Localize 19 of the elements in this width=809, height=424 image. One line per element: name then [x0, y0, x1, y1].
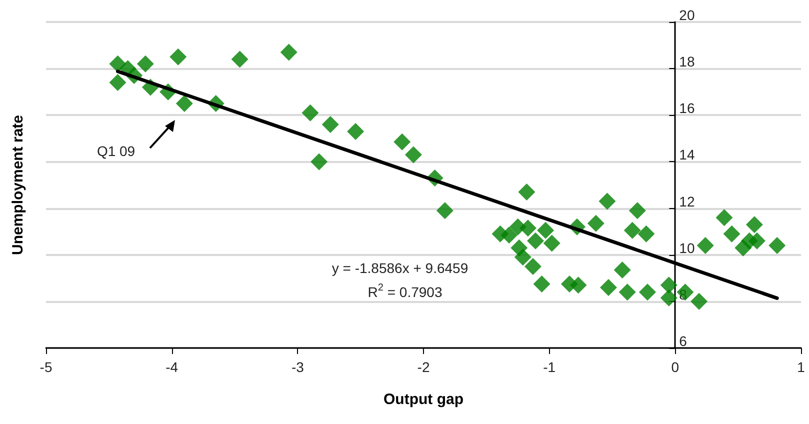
x-tick-label: 1 [797, 359, 806, 375]
annotation: y = -1.8586x + 9.6459 [332, 260, 468, 276]
x-tick-label: -4 [166, 359, 178, 375]
y-tick-label: 10 [679, 240, 695, 256]
x-axis-title: Output gap [384, 391, 464, 408]
y-tick-label: 18 [679, 54, 695, 70]
y-tick-label: 8 [679, 286, 688, 302]
y-tick-label: 6 [679, 333, 688, 349]
x-tick-label: -3 [291, 359, 304, 375]
x-tick-label: -2 [417, 359, 430, 375]
annotation: Q1 09 [96, 143, 136, 159]
y-tick-label: 16 [679, 100, 695, 116]
x-tick-label: -5 [40, 359, 52, 375]
y-tick-label: 12 [679, 193, 695, 210]
y-axis-title: Unemployment rate [10, 114, 26, 256]
y-tick-label: 14 [679, 146, 695, 163]
y-tick-label: 20 [679, 7, 695, 23]
x-tick-label: -1 [543, 359, 556, 375]
x-tick-label: 0 [671, 359, 680, 375]
